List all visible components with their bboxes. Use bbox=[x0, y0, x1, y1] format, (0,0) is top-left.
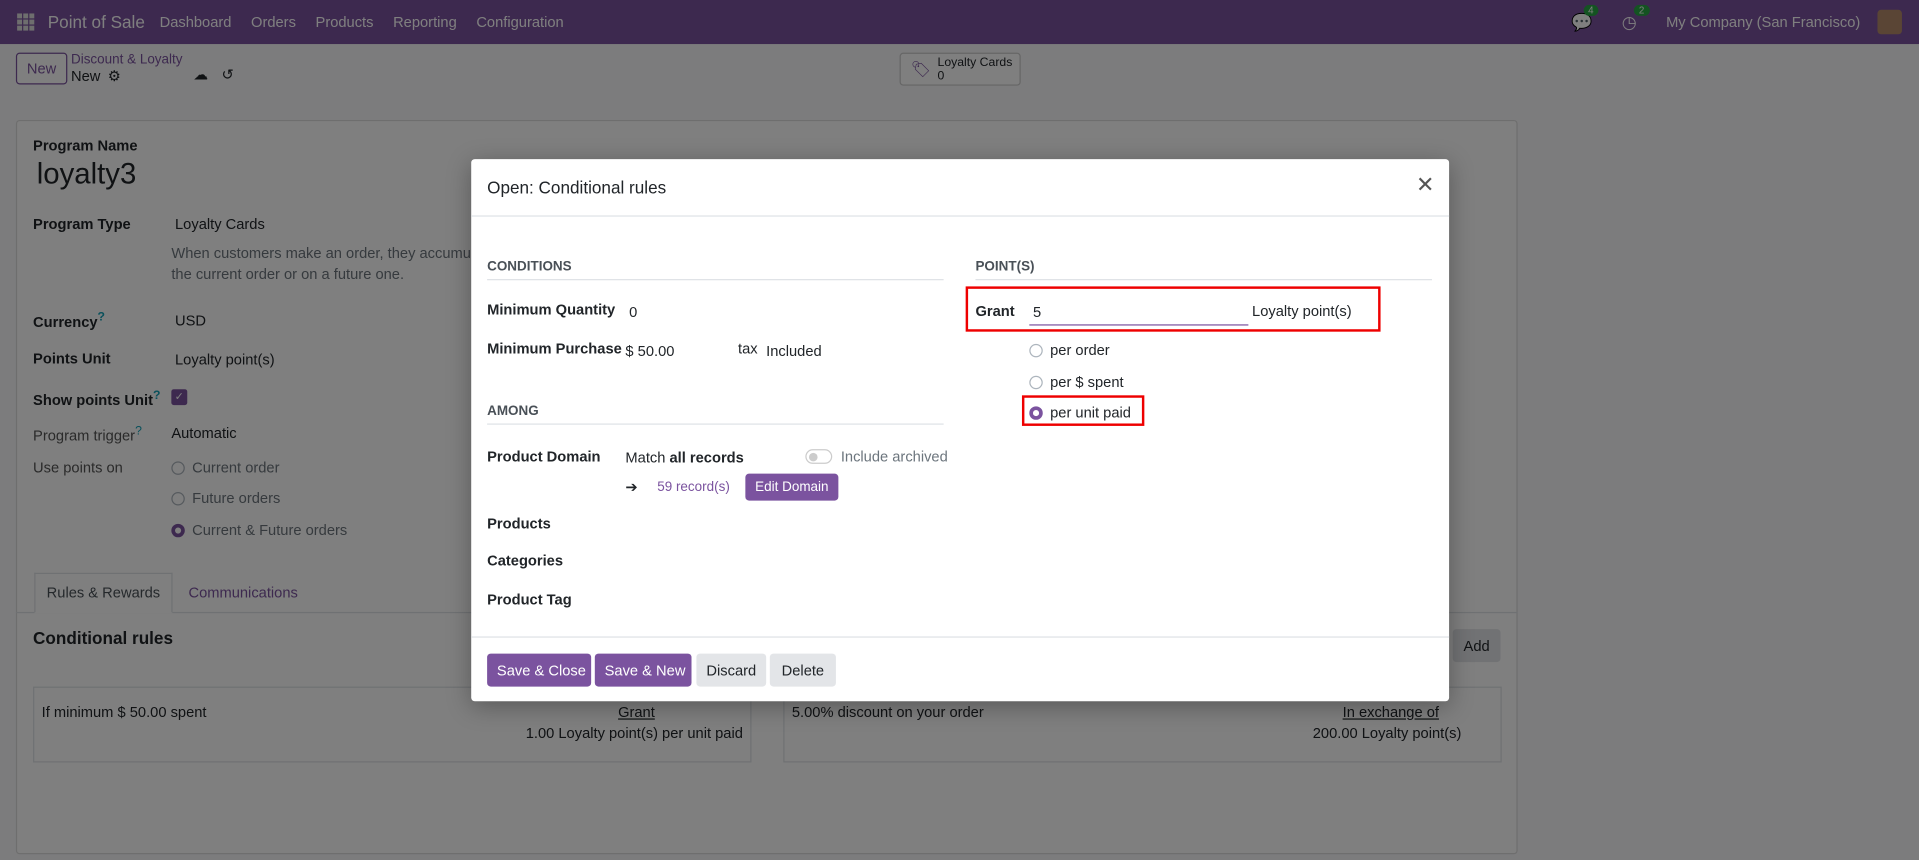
close-icon[interactable]: ✕ bbox=[1415, 172, 1435, 198]
delete-button[interactable]: Delete bbox=[769, 653, 836, 687]
save-close-button[interactable]: Save & Close bbox=[487, 653, 592, 687]
dialog-title: Open: Conditional rules bbox=[487, 177, 667, 198]
grant-input[interactable]: 5 bbox=[1029, 301, 1249, 326]
grant-unit: Loyalty point(s) bbox=[1252, 302, 1352, 320]
product-tag-label: Product Tag bbox=[487, 591, 572, 609]
tax-mode-select[interactable]: Included bbox=[766, 342, 822, 360]
min-purchase-label: Minimum Purchase bbox=[487, 340, 622, 358]
include-archived-label: Include archived bbox=[840, 447, 948, 466]
categories-label: Categories bbox=[487, 551, 564, 570]
grant-highlight bbox=[965, 286, 1381, 332]
points-header: POINT(S) bbox=[975, 259, 1432, 281]
arrow-right-icon: ➔ bbox=[625, 478, 638, 496]
tax-label: tax bbox=[738, 340, 758, 358]
grant-label: Grant bbox=[975, 302, 1015, 320]
min-qty-field[interactable]: 0 bbox=[629, 303, 638, 321]
grant-mode-per-unit-paid[interactable]: per unit paid bbox=[1029, 404, 1131, 421]
include-archived-toggle[interactable] bbox=[805, 449, 833, 464]
conditional-rules-dialog: Open: Conditional rules ✕ CONDITIONS Min… bbox=[471, 159, 1450, 702]
records-count-link[interactable]: 59 record(s) bbox=[657, 479, 730, 495]
match-scope: all records bbox=[669, 449, 744, 467]
grant-mode-highlight bbox=[1021, 395, 1145, 426]
min-purchase-field[interactable]: $ 50.00 bbox=[625, 342, 675, 360]
grant-mode-per-spent[interactable]: per $ spent bbox=[1029, 373, 1124, 390]
products-label: Products bbox=[487, 515, 551, 533]
save-new-button[interactable]: Save & New bbox=[594, 653, 692, 687]
product-domain-label: Product Domain bbox=[487, 447, 601, 466]
conditions-header: CONDITIONS bbox=[487, 259, 944, 281]
match-prefix: Match bbox=[625, 449, 666, 467]
edit-domain-button[interactable]: Edit Domain bbox=[745, 473, 839, 501]
grant-mode-per-order[interactable]: per order bbox=[1029, 341, 1110, 359]
min-qty-label: Minimum Quantity bbox=[487, 301, 616, 319]
among-header: AMONG bbox=[487, 404, 944, 425]
discard-button[interactable]: Discard bbox=[696, 653, 767, 687]
